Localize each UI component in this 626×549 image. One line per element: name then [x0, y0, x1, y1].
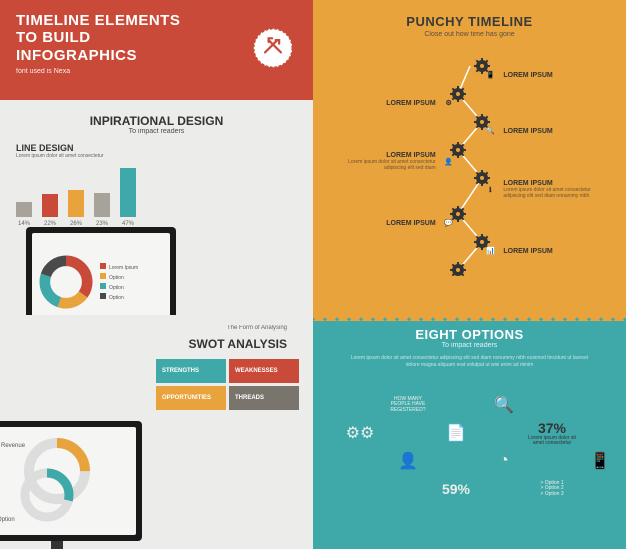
bar: 14%	[16, 202, 32, 217]
bar: 23%	[94, 193, 110, 217]
bar: 26%	[68, 190, 84, 217]
donut-label: Option	[100, 293, 164, 301]
zigzag-divider	[313, 313, 626, 321]
search-icon: 🔍	[494, 395, 514, 415]
bar: 47%	[120, 168, 136, 217]
hexagon-grid: ⚙⚙HOW MANYPEOPLE HAVEREGISTERED?👤📄59%🔍◔3…	[329, 378, 610, 528]
hexagon: 📱	[569, 434, 626, 488]
donut-labels: Lorem Ipsum Option Option Option	[100, 261, 164, 303]
swot-cell: STRENGTHS	[156, 359, 226, 383]
ring-label-1: 14%Revenue	[0, 443, 25, 449]
donut-chart	[38, 254, 94, 310]
user-icon: 👤	[398, 451, 418, 471]
swot-cell: WEAKNESSES	[229, 359, 299, 383]
timeline-item: 📱LOREM IPSUM	[483, 68, 552, 82]
timeline-item: ⚙LOREM IPSUM	[386, 96, 455, 110]
ring-label-2: 17%Option	[0, 517, 15, 523]
tools-badge-icon	[251, 26, 295, 70]
timeline-item: 📊LOREM IPSUM	[483, 244, 552, 258]
timeline-item: 🔍LOREM IPSUM	[483, 124, 552, 138]
monitor-rings: 14%Revenue 17%Option	[0, 421, 142, 541]
swot-subtitle: The Form of Analysing	[16, 325, 287, 331]
inspire-subtitle: To impact readers	[16, 128, 297, 135]
doc-icon: 📄	[446, 423, 466, 443]
phone-icon: 📱	[483, 68, 497, 82]
swot-title: SWOT ANALYSIS	[16, 337, 287, 351]
donut-label: Option	[100, 273, 164, 281]
user-icon: 👤	[442, 155, 456, 169]
donut-label: Option	[100, 283, 164, 291]
header-panel: TIMELINE ELEMENTS TO BUILD INFOGRAPHICS …	[0, 0, 313, 100]
inspire-title: INPIRATIONAL DESIGN	[16, 114, 297, 128]
timeline-item: ℹLOREM IPSUMLorem ipsum dolor sit amet c…	[483, 180, 593, 199]
line-design-title: LINE DESIGN	[16, 143, 297, 153]
swot-panel: The Form of Analysing SWOT ANALYSIS STRE…	[0, 315, 313, 549]
eight-para: Lorem ipsum dolor sit amet consectetur a…	[345, 355, 595, 368]
punchy-subtitle: Close out how time has gone	[331, 31, 608, 38]
swot-cell: OPPORTUNITIES	[156, 386, 226, 410]
eight-subtitle: To impact readers	[329, 342, 610, 349]
bar-chart: 14% 22% 26% 23% 47%	[16, 165, 297, 217]
swot-cell: THREADS	[229, 386, 299, 410]
search-icon: 🔍	[483, 124, 497, 138]
line-design-sub: Lorem ipsum dolor sit amet consectetur	[16, 153, 297, 159]
bar: 22%	[42, 194, 58, 217]
chat-icon: 💬	[442, 216, 456, 230]
eight-options-panel: EIGHT OPTIONS To impact readers Lorem ip…	[313, 315, 626, 549]
punchy-title: PUNCHY TIMELINE	[331, 14, 608, 29]
gear-icon: ⚙	[442, 96, 456, 110]
chart-icon: 📊	[483, 244, 497, 258]
donut-label: Lorem Ipsum	[100, 263, 164, 271]
phone-icon: 📱	[590, 451, 610, 471]
timeline-item: 💬LOREM IPSUM	[386, 216, 455, 230]
punchy-timeline-panel: PUNCHY TIMELINE Close out how time has g…	[313, 0, 626, 315]
inspirational-panel: INPIRATIONAL DESIGN To impact readers LI…	[0, 100, 313, 315]
swot-grid: STRENGTHSWEAKNESSESOPPORTUNITIESTHREADS	[156, 359, 299, 410]
pie-icon: ◔	[499, 452, 509, 470]
gears-icon: ⚙⚙	[346, 423, 375, 443]
info-icon: ℹ	[483, 183, 497, 197]
timeline: 📱LOREM IPSUM ⚙LOREM IPSUM 🔍LOREM IPSUM 👤LOR…	[331, 56, 608, 276]
timeline-item: 👤LOREM IPSUMLorem ipsum dolor sit amet c…	[346, 152, 456, 171]
monitor-donut: Lorem Ipsum Option Option Option	[26, 227, 176, 315]
eight-title: EIGHT OPTIONS	[329, 327, 610, 342]
